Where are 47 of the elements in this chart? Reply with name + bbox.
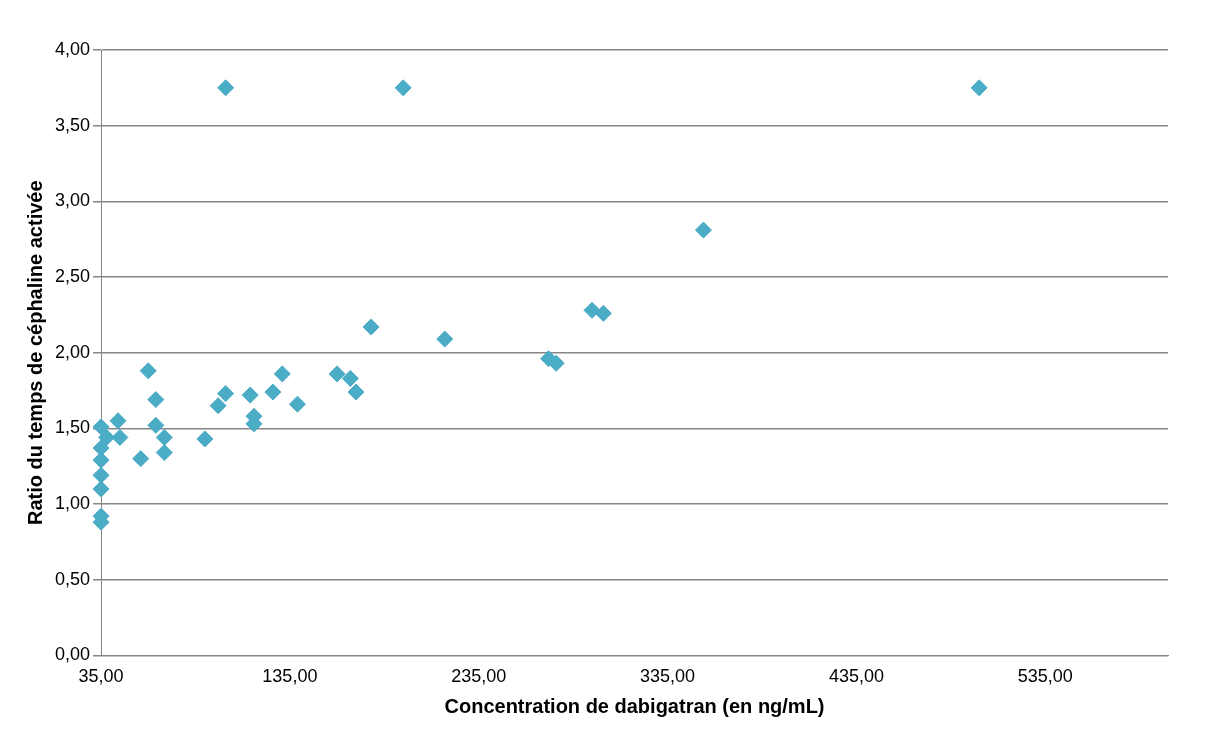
y-tick-label: 2,00 <box>54 341 91 362</box>
y-tick-label: 0,50 <box>54 568 91 589</box>
point <box>362 318 380 336</box>
point <box>196 430 214 448</box>
y-tick-label: 2,50 <box>54 265 91 286</box>
point <box>139 362 157 380</box>
point <box>109 412 127 430</box>
point <box>147 416 165 434</box>
point <box>155 428 173 446</box>
x-axis-title: Concentration de dabigatran (en ng/mL) <box>444 694 825 717</box>
point <box>328 365 346 383</box>
point <box>288 395 306 413</box>
point <box>694 221 712 239</box>
y-tick-label: 4,00 <box>54 38 91 59</box>
point <box>111 428 129 446</box>
point <box>583 301 601 319</box>
point <box>264 383 282 401</box>
point <box>970 79 988 97</box>
point <box>132 450 150 468</box>
y-tick-label: 3,00 <box>54 190 91 211</box>
point <box>273 365 291 383</box>
y-axis-title: Ratio du temps de céphaline activée <box>23 180 46 525</box>
point <box>394 79 412 97</box>
point <box>341 369 359 387</box>
x-tick-label: 235,00 <box>451 666 507 687</box>
point <box>347 383 365 401</box>
x-tick-label: 135,00 <box>262 666 318 687</box>
x-tick-label: 535,00 <box>1017 666 1073 687</box>
y-tick-label: 3,50 <box>54 114 91 135</box>
y-tick-label: 1,00 <box>54 493 91 514</box>
point <box>92 466 110 484</box>
point <box>155 444 173 462</box>
x-tick-label: 335,00 <box>640 666 696 687</box>
x-tick-label: 35,00 <box>78 666 124 687</box>
point <box>98 428 116 446</box>
point <box>147 391 165 409</box>
y-tick-label: 0,00 <box>54 644 91 665</box>
point <box>436 330 454 348</box>
point <box>92 418 110 436</box>
point <box>209 397 227 415</box>
x-tick-label: 435,00 <box>828 666 884 687</box>
point <box>217 385 235 403</box>
point <box>217 79 235 97</box>
point <box>241 386 259 404</box>
y-tick-label: 1,50 <box>54 417 91 438</box>
point <box>594 304 612 322</box>
point <box>92 480 110 498</box>
